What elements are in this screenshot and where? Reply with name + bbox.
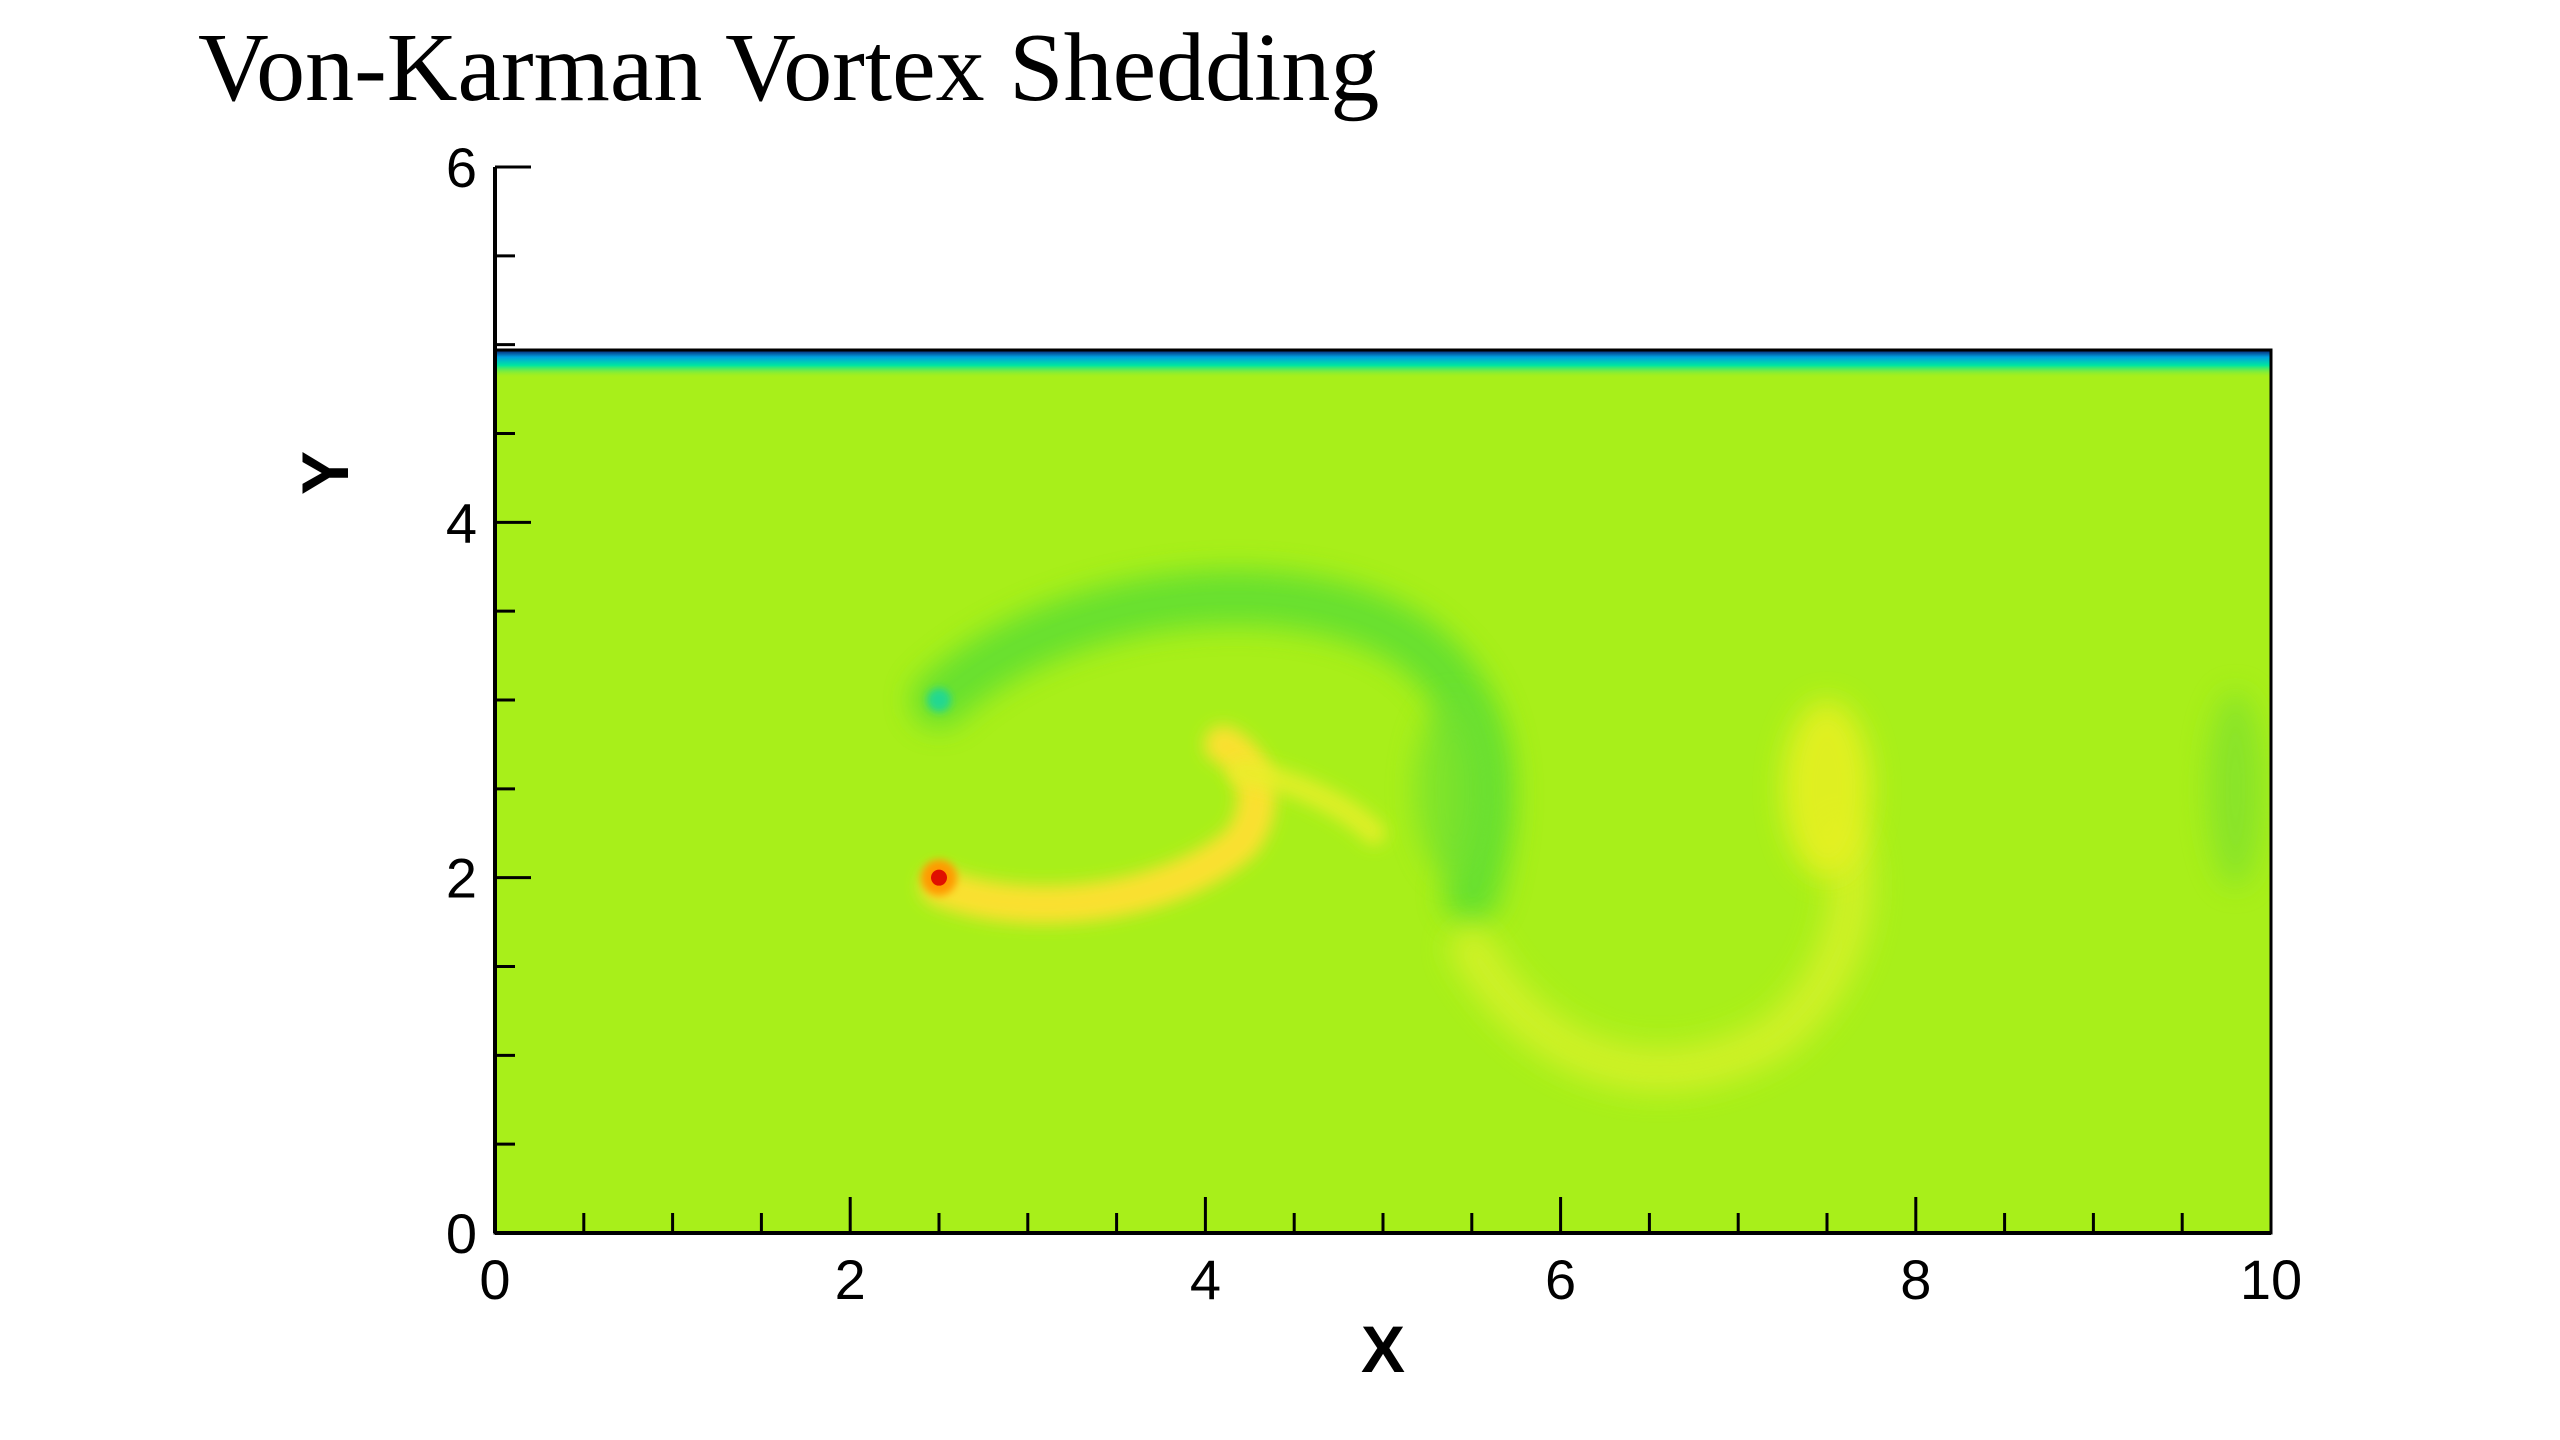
axes: 0 2 4 6 8 10 0 2 4 6 <box>446 136 2302 1311</box>
y-tick-label: 6 <box>446 136 477 199</box>
cylinder-lower-edge <box>931 869 947 886</box>
lower-wake-curl <box>1449 819 1874 1093</box>
y-tick-label: 2 <box>446 847 477 910</box>
shear-spur <box>1228 759 1387 846</box>
x-axis-title: X <box>1361 1312 1405 1386</box>
chart-title: Von-Karman Vortex Shedding <box>198 14 1380 122</box>
shed-vortex-2 <box>2207 691 2264 887</box>
flow-field <box>495 350 2271 1233</box>
y-tick-label: 4 <box>446 491 477 554</box>
shed-vortex-1 <box>1782 700 1872 878</box>
x-tick-label: 6 <box>1545 1248 1576 1311</box>
x-tick-label: 2 <box>835 1248 866 1311</box>
y-axis-title: Y <box>288 451 362 495</box>
x-tick-label: 8 <box>1900 1248 1931 1311</box>
x-tick-label: 4 <box>1190 1248 1221 1311</box>
x-tick-label: 0 <box>479 1248 510 1311</box>
cylinder-upper-edge <box>927 688 951 712</box>
x-tick-label: 10 <box>2240 1248 2302 1311</box>
wake-green-blob <box>1414 700 1494 878</box>
y-tick-label: 0 <box>446 1202 477 1265</box>
wall-boundary-layer <box>495 350 2271 378</box>
field-background <box>495 350 2271 1233</box>
